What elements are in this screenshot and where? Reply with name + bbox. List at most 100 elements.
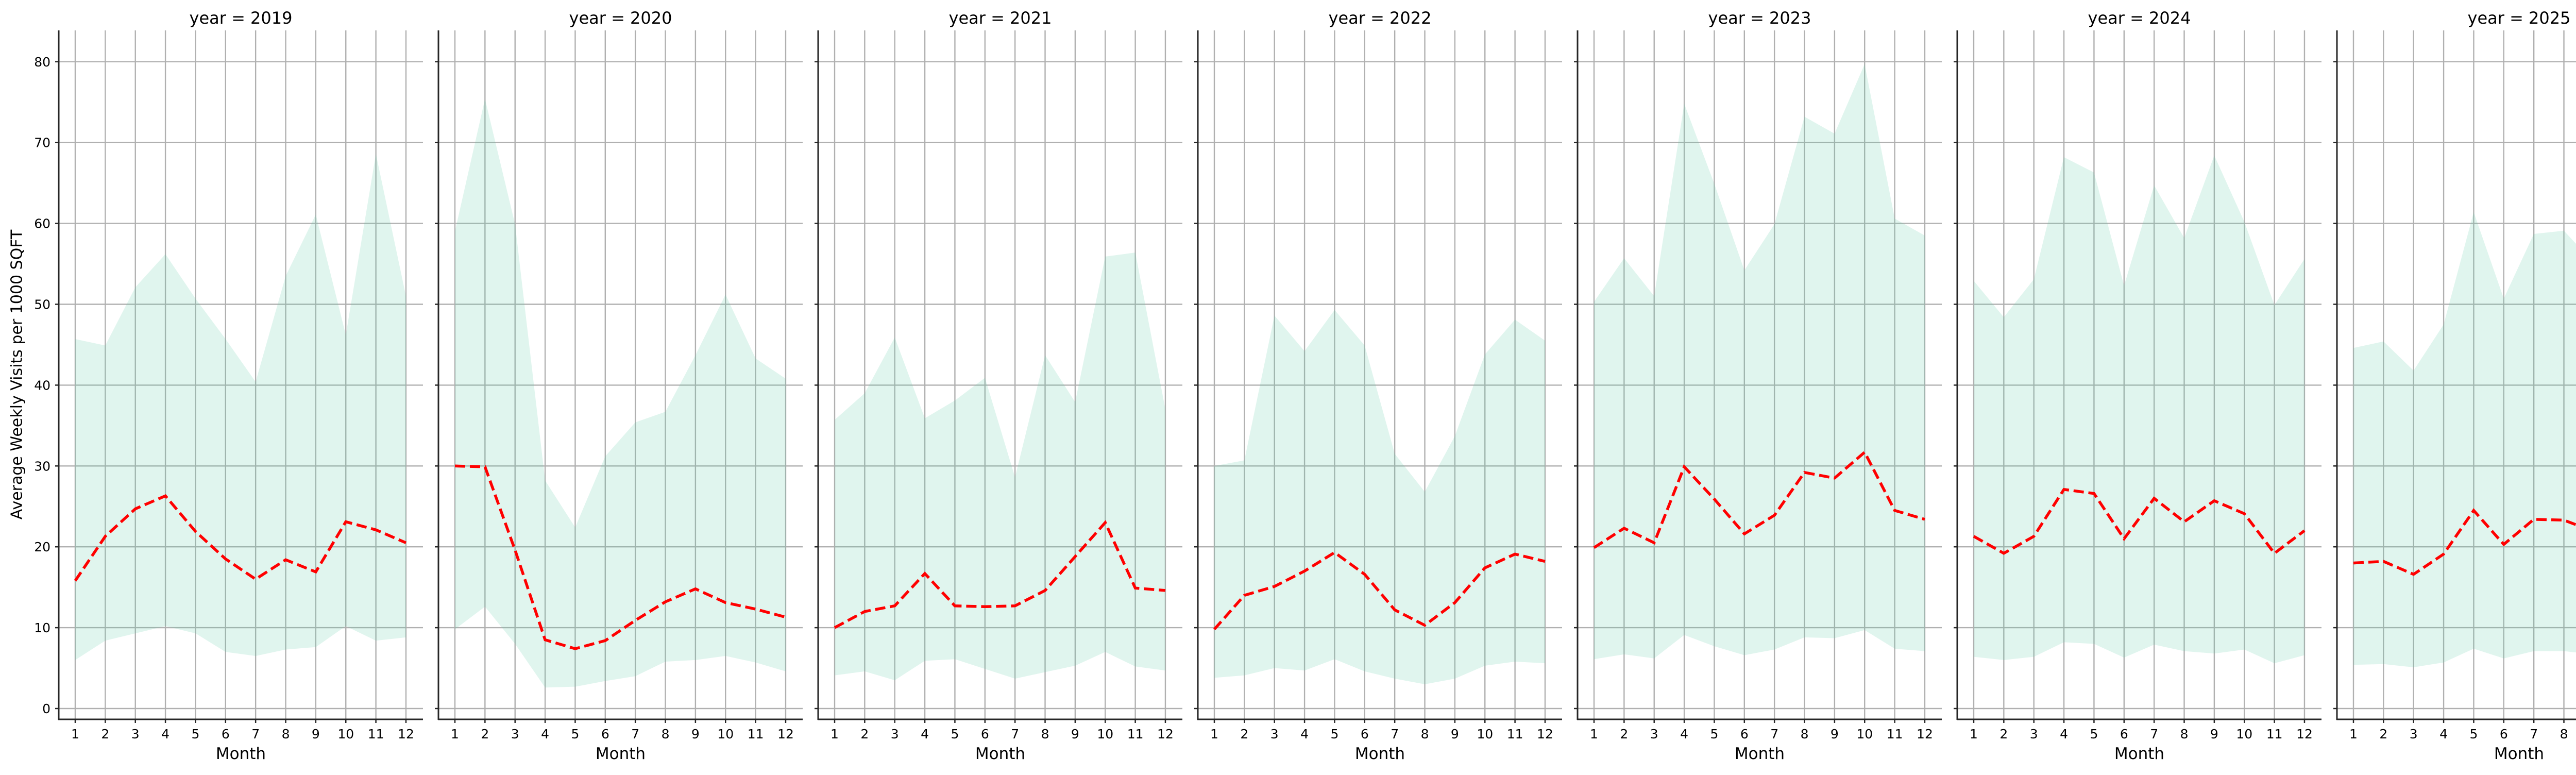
- median-line: [454, 464, 786, 650]
- x-tick-label: 5: [2469, 727, 2478, 742]
- x-tick-label: 9: [1071, 727, 1079, 742]
- y-tick-label: 60: [34, 216, 50, 231]
- x-axis-label: Month: [216, 745, 266, 763]
- percentile-band: [1974, 155, 2304, 664]
- x-tick-label: 1: [1210, 727, 1218, 742]
- x-tick-label: 10: [1856, 727, 1873, 742]
- x-tick-label: 6: [2500, 727, 2508, 742]
- x-tick-label: 4: [2060, 727, 2068, 742]
- percentile-band: [455, 98, 786, 688]
- facet-title: year = 2025: [2468, 8, 2571, 28]
- x-tick-label: 4: [541, 727, 549, 742]
- x-tick-label: 11: [748, 727, 764, 742]
- x-tick-label: 12: [1917, 727, 1933, 742]
- x-tick-label: 10: [1477, 727, 1493, 742]
- x-tick-label: 5: [2090, 727, 2098, 742]
- percentile-band: [2353, 212, 2576, 667]
- x-tick-label: 12: [1157, 727, 1174, 742]
- x-tick-label: 8: [2560, 727, 2568, 742]
- y-tick-label: 80: [34, 55, 50, 70]
- y-tick-label: 0: [42, 701, 50, 716]
- facet-title: year = 2023: [1708, 8, 1811, 28]
- x-tick-label: 6: [2120, 727, 2128, 742]
- median-line: [1973, 487, 2306, 555]
- x-tick-label: 9: [2210, 727, 2218, 742]
- facet-title: year = 2020: [569, 8, 672, 28]
- x-axis-label: Month: [1735, 745, 1785, 763]
- x-tick-label: 7: [1011, 727, 1019, 742]
- x-tick-label: 1: [1590, 727, 1598, 742]
- x-tick-label: 12: [1537, 727, 1553, 742]
- x-tick-label: 2: [481, 727, 489, 742]
- x-tick-label: 10: [337, 727, 354, 742]
- x-tick-label: 4: [2439, 727, 2448, 742]
- x-tick-label: 8: [1801, 727, 1809, 742]
- y-tick-label: 30: [34, 459, 50, 474]
- x-tick-label: 12: [2296, 727, 2313, 742]
- y-tick-label: 50: [34, 297, 50, 312]
- x-tick-label: 8: [1421, 727, 1429, 742]
- median-line: [1213, 550, 1546, 631]
- x-tick-label: 3: [1270, 727, 1279, 742]
- x-axis-label: Month: [596, 745, 646, 763]
- x-tick-label: 9: [1451, 727, 1459, 742]
- x-tick-label: 1: [831, 727, 839, 742]
- x-tick-label: 11: [1127, 727, 1144, 742]
- x-tick-label: 10: [717, 727, 734, 742]
- x-tick-label: 7: [2530, 727, 2538, 742]
- x-tick-label: 5: [571, 727, 579, 742]
- x-tick-label: 7: [1770, 727, 1778, 742]
- x-tick-label: 8: [282, 727, 290, 742]
- x-axis-label: Month: [2494, 745, 2544, 763]
- x-tick-label: 11: [1887, 727, 1903, 742]
- y-tick-label: 70: [34, 136, 50, 150]
- x-tick-label: 4: [161, 727, 170, 742]
- x-tick-label: 8: [2180, 727, 2189, 742]
- x-tick-label: 11: [368, 727, 384, 742]
- x-tick-label: 11: [1507, 727, 1523, 742]
- x-tick-label: 2: [860, 727, 869, 742]
- x-tick-label: 6: [222, 727, 230, 742]
- facet-title: year = 2019: [190, 8, 293, 28]
- x-tick-label: 3: [1650, 727, 1658, 742]
- x-tick-label: 6: [1361, 727, 1369, 742]
- x-axis-label: Month: [2114, 745, 2164, 763]
- x-tick-label: 9: [691, 727, 700, 742]
- x-tick-label: 10: [1097, 727, 1113, 742]
- x-tick-label: 7: [2150, 727, 2158, 742]
- x-axis-label: Month: [975, 745, 1025, 763]
- x-tick-label: 2: [1999, 727, 2008, 742]
- percentile-band: [1214, 310, 1545, 684]
- y-axis-label: Average Weekly Visits per 1000 SQFT: [8, 229, 26, 520]
- x-tick-label: 2: [1240, 727, 1248, 742]
- x-tick-label: 2: [101, 727, 109, 742]
- median-line: [834, 520, 1166, 629]
- x-axis-label: Month: [1355, 745, 1405, 763]
- x-tick-label: 1: [1970, 727, 1978, 742]
- x-tick-label: 1: [2349, 727, 2358, 742]
- percentile-band: [75, 154, 406, 660]
- x-tick-label: 8: [662, 727, 670, 742]
- y-tick-label: 40: [34, 378, 50, 393]
- x-tick-label: 1: [451, 727, 459, 742]
- x-tick-label: 7: [631, 727, 639, 742]
- x-tick-label: 3: [891, 727, 899, 742]
- x-tick-label: 4: [921, 727, 929, 742]
- x-tick-label: 3: [2030, 727, 2038, 742]
- median-line: [74, 494, 407, 582]
- x-tick-label: 12: [777, 727, 794, 742]
- y-tick-label: 20: [34, 540, 50, 554]
- x-tick-label: 12: [398, 727, 414, 742]
- x-tick-label: 6: [601, 727, 609, 742]
- x-tick-label: 1: [71, 727, 79, 742]
- x-tick-label: 6: [981, 727, 989, 742]
- facet-title: year = 2021: [949, 8, 1052, 28]
